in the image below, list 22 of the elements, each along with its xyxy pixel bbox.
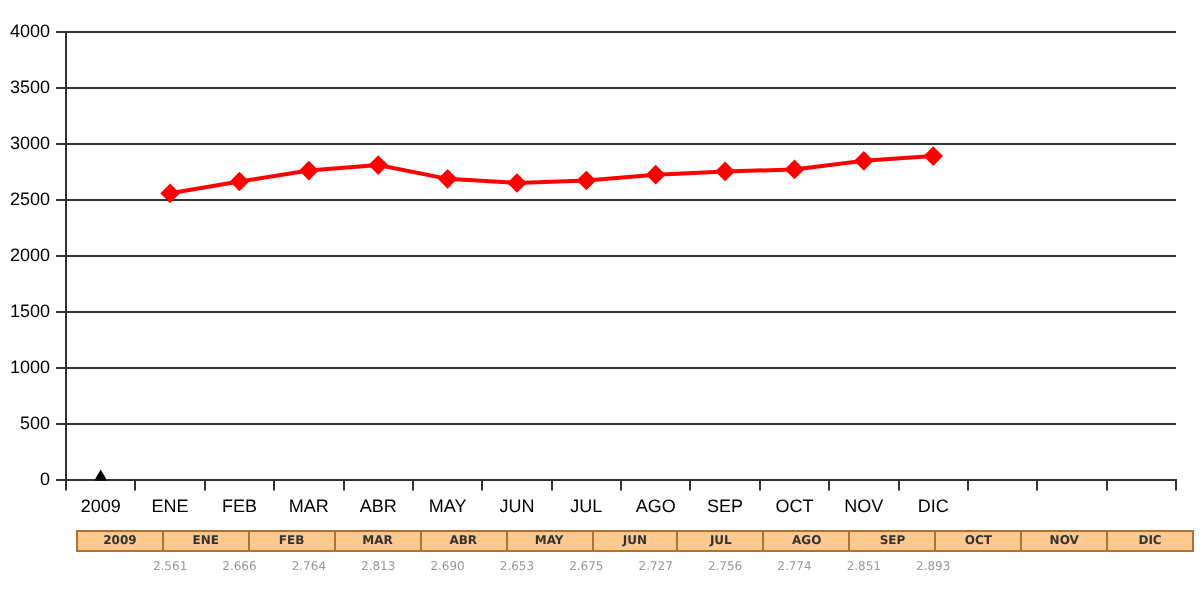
x-tick-label: MAY [428, 496, 467, 517]
y-tick-label: 3000 [9, 133, 51, 154]
x-tick-label: JUN [499, 496, 535, 517]
x-tick-label: MAR [288, 496, 330, 517]
y-tick-label: 500 [19, 413, 51, 434]
x-tick-label: DIC [917, 496, 950, 517]
x-tick-label: NOV [844, 496, 884, 517]
x-tick-label: OCT [775, 496, 815, 517]
x-tick-label: ENE [151, 496, 189, 517]
y-tick-label: 4000 [9, 20, 51, 41]
x-tick-label: AGO [635, 496, 676, 517]
x-tick-label: SEP [707, 496, 744, 517]
y-tick-label: 1500 [9, 301, 51, 322]
y-tick-label: 1000 [9, 357, 51, 378]
x-tick-label: ABR [359, 496, 398, 517]
x-tick-label: JUL [570, 496, 603, 517]
x-tick-label: FEB [221, 496, 257, 517]
y-tick-label: 0 [40, 469, 51, 490]
x-tick-label: 2009 [80, 496, 121, 517]
y-tick-label: 3500 [9, 77, 51, 98]
y-tick-label: 2500 [9, 189, 51, 210]
y-tick-label: 2000 [9, 245, 51, 266]
